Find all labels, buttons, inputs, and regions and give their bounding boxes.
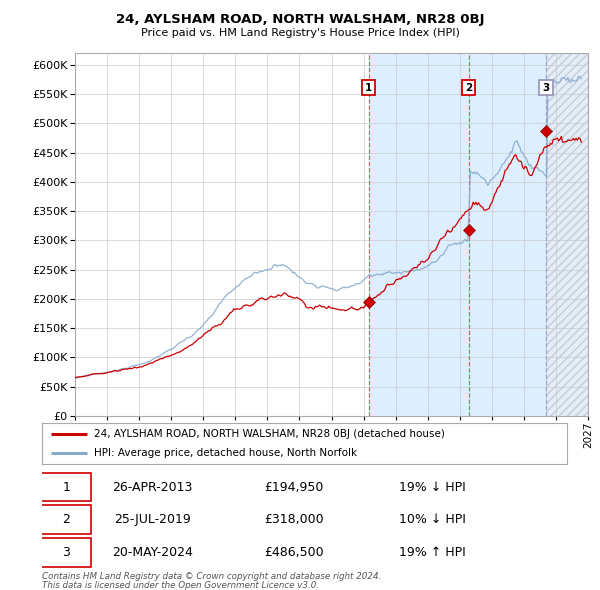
FancyBboxPatch shape: [41, 538, 91, 567]
Bar: [368, 53, 546, 416]
Text: 10% ↓ HPI: 10% ↓ HPI: [399, 513, 466, 526]
Text: Contains HM Land Registry data © Crown copyright and database right 2024.: Contains HM Land Registry data © Crown c…: [42, 572, 382, 581]
Text: 25-JUL-2019: 25-JUL-2019: [114, 513, 191, 526]
Text: 20-MAY-2024: 20-MAY-2024: [112, 546, 193, 559]
Bar: [546, 53, 600, 416]
Text: 2: 2: [62, 513, 70, 526]
Text: £318,000: £318,000: [264, 513, 324, 526]
Text: £486,500: £486,500: [264, 546, 324, 559]
Text: 26-APR-2013: 26-APR-2013: [112, 481, 193, 494]
Bar: [546, 53, 600, 416]
Text: 3: 3: [62, 546, 70, 559]
Text: 19% ↑ HPI: 19% ↑ HPI: [399, 546, 466, 559]
FancyBboxPatch shape: [41, 473, 91, 502]
Text: 24, AYLSHAM ROAD, NORTH WALSHAM, NR28 0BJ: 24, AYLSHAM ROAD, NORTH WALSHAM, NR28 0B…: [116, 13, 484, 26]
Text: HPI: Average price, detached house, North Norfolk: HPI: Average price, detached house, Nort…: [95, 448, 358, 458]
Text: 19% ↓ HPI: 19% ↓ HPI: [399, 481, 466, 494]
Text: 3: 3: [542, 83, 550, 93]
Text: 2: 2: [465, 83, 472, 93]
FancyBboxPatch shape: [41, 506, 91, 534]
Text: £194,950: £194,950: [265, 481, 323, 494]
Text: This data is licensed under the Open Government Licence v3.0.: This data is licensed under the Open Gov…: [42, 581, 319, 589]
Text: 1: 1: [62, 481, 70, 494]
Text: 1: 1: [365, 83, 373, 93]
Text: 24, AYLSHAM ROAD, NORTH WALSHAM, NR28 0BJ (detached house): 24, AYLSHAM ROAD, NORTH WALSHAM, NR28 0B…: [95, 429, 445, 439]
Text: Price paid vs. HM Land Registry's House Price Index (HPI): Price paid vs. HM Land Registry's House …: [140, 28, 460, 38]
